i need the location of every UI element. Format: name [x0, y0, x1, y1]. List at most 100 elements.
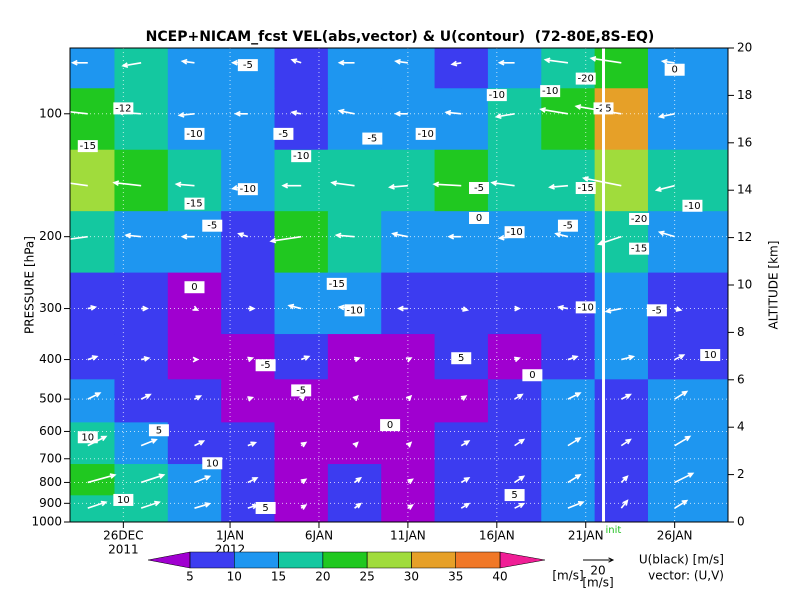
contour-label-box: [469, 182, 490, 195]
contour-label-box: [629, 242, 650, 255]
wind-vector: [557, 304, 569, 311]
colorbar-unit: [m/s]: [552, 569, 583, 583]
colorbar-segment: [278, 551, 324, 569]
legend-contour: U(black) [m/s]: [639, 553, 724, 567]
contour-label: -10: [240, 184, 256, 195]
wind-vector: [407, 504, 414, 510]
contour-label: -10: [542, 86, 558, 97]
wind-vector: [405, 357, 413, 363]
chart-title: NCEP+NICAM_fcst VEL(abs,vector) & U(cont…: [146, 29, 655, 45]
wind-vector: [70, 235, 88, 242]
wind-vector: [354, 502, 363, 509]
wind-vector: [567, 437, 582, 447]
contour-label: 10: [81, 432, 94, 443]
contour-label: 5: [511, 490, 517, 501]
contour-label: 5: [262, 503, 268, 514]
wind-vector: [337, 108, 355, 115]
wind-vector: [87, 500, 108, 509]
wind-vector: [70, 111, 88, 115]
vector-ref-unit: [m/s]: [582, 576, 613, 590]
speed-cell: [274, 334, 329, 380]
wind-vector: [192, 305, 200, 311]
contour-label: 10: [704, 350, 717, 361]
contour-label-box: [237, 59, 258, 72]
wind-vector: [567, 501, 585, 509]
x-tick-label: 11JAN: [390, 529, 426, 543]
wind-vector: [654, 184, 675, 192]
speed-cell: [434, 48, 489, 89]
contour-label: -15: [631, 244, 647, 255]
speed-cell: [327, 495, 382, 522]
wind-vector: [620, 499, 629, 509]
wind-vector: [247, 441, 258, 447]
speed-cell: [167, 88, 222, 151]
speed-cell: [487, 422, 542, 465]
wind-vector: [140, 438, 158, 447]
speed-cell: [434, 422, 489, 465]
contour-label-box: [184, 127, 205, 140]
wind-vector: [567, 473, 582, 484]
wind-vector: [660, 58, 675, 65]
speed-cell: [647, 464, 728, 496]
wind-vector: [140, 500, 161, 509]
wind-vector: [353, 356, 361, 363]
speed-cell: [167, 48, 222, 89]
wind-vector: [657, 112, 675, 119]
speed-cell: [70, 464, 115, 496]
wind-vector: [405, 441, 413, 448]
wind-vector: [180, 233, 195, 240]
speed-cell: [70, 379, 115, 423]
wind-vector: [87, 305, 98, 311]
wind-vector: [407, 478, 414, 485]
speed-cell: [327, 464, 382, 496]
wind-vector: [567, 392, 582, 400]
wind-vector: [194, 502, 212, 509]
y2-tick-label: 10: [737, 278, 752, 292]
speed-cell: [381, 379, 436, 423]
speed-cell: [434, 495, 489, 522]
wind-vector: [554, 231, 569, 238]
wind-vector: [548, 183, 569, 190]
contour-label: -12: [115, 103, 131, 114]
vector-ref-value: 20: [590, 564, 605, 578]
speed-cell: [70, 495, 115, 522]
colorbar-label: 30: [404, 570, 419, 584]
contour-label: 0: [191, 282, 197, 293]
wind-vector: [290, 58, 302, 64]
speed-cell: [274, 211, 329, 274]
contour-label-box: [202, 457, 223, 470]
speed-cell: [647, 422, 728, 465]
contour-label-box: [629, 212, 650, 225]
contour-label: -5: [207, 221, 217, 232]
contour-label-box: [380, 419, 401, 432]
wind-vector: [514, 356, 521, 363]
contour-label-box: [273, 127, 294, 140]
speed-cell: [114, 48, 169, 89]
contour-label: -5: [261, 360, 271, 371]
speed-cell: [114, 88, 169, 151]
y-tick-label: 700: [39, 451, 62, 465]
wind-vector: [70, 182, 88, 187]
wind-vector: [543, 57, 569, 64]
contour-label-box: [540, 85, 561, 98]
colorbar-label: 20: [315, 570, 330, 584]
y-tick-label: 900: [39, 496, 62, 510]
speed-cell: [647, 495, 728, 522]
speed-cell: [541, 334, 596, 380]
contour-label: -5: [243, 60, 253, 71]
init-label: init: [606, 525, 622, 536]
speed-cell: [221, 464, 276, 496]
wind-vector: [674, 499, 689, 509]
colorbar-label: 15: [271, 570, 286, 584]
contour-label-box: [255, 501, 276, 514]
wind-vector: [354, 476, 363, 484]
wind-vector: [621, 354, 636, 361]
y2-tick-label: 12: [737, 230, 752, 244]
contour-label: -10: [346, 305, 362, 316]
speed-cell: [274, 48, 329, 89]
colorbar-segment: [366, 551, 412, 569]
speed-cell: [70, 211, 115, 274]
wind-vector: [490, 180, 515, 187]
contour-label: 0: [671, 65, 677, 76]
